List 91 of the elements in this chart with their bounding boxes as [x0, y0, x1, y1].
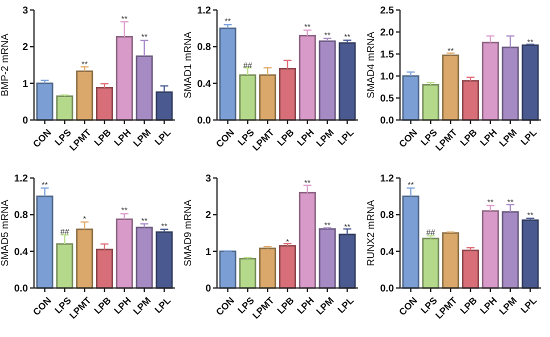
bar [96, 248, 114, 289]
bar [522, 219, 539, 289]
annotation: ** [324, 221, 330, 230]
y-tick-label: 0.4 [14, 246, 28, 258]
y-axis-title: BMP-2 mRNA [0, 33, 11, 96]
bar [76, 70, 94, 121]
bar [116, 218, 133, 289]
bar [338, 234, 356, 289]
bar [239, 258, 256, 289]
y-tick-label: 1.2 [14, 174, 28, 184]
annotation: ** [121, 206, 128, 216]
y-tick-label: 1.5 [380, 50, 394, 60]
annotation: ** [304, 178, 311, 188]
x-tick-label: LPL [518, 127, 540, 148]
annotation: ## [243, 61, 253, 70]
bar [298, 34, 316, 121]
annotation: * [83, 214, 86, 224]
annotation: ** [141, 32, 148, 42]
y-tick-label: 0 [22, 116, 28, 126]
bar [36, 82, 54, 121]
bar [219, 28, 236, 121]
annotation: * [286, 237, 290, 246]
bar [462, 250, 480, 289]
bar [402, 75, 420, 121]
x-tick-label: LPL [518, 295, 540, 316]
bar [96, 86, 114, 121]
annotation: ** [42, 180, 48, 190]
y-tick-label: 2.5 [380, 6, 394, 16]
annotation: ** [121, 14, 128, 24]
annotation: ** [344, 32, 350, 42]
y-axis-title: SMAD9 mRNA [183, 199, 194, 266]
x-tick-label: LPL [152, 295, 174, 316]
y-tick-label: 1 [22, 78, 28, 90]
bar [462, 80, 480, 121]
y-tick-label: 0 [205, 284, 212, 294]
y-tick-label: 0.4 [197, 78, 212, 90]
bar [422, 238, 440, 289]
y-tick-label: 2.0 [380, 28, 394, 38]
bar [522, 44, 539, 121]
annotation: ** [487, 198, 494, 207]
y-tick-label: 0.8 [380, 210, 394, 222]
annotation: ** [224, 17, 231, 26]
y-tick-label: 0.0 [14, 284, 28, 294]
y-tick-label: 0.5 [380, 94, 394, 104]
annotation: ** [81, 60, 88, 70]
bar [278, 245, 296, 289]
bar [442, 232, 460, 289]
annotation: ** [324, 30, 330, 40]
bar [259, 248, 276, 289]
y-tick-label: 1 [205, 246, 212, 258]
annotation: ** [507, 198, 514, 207]
y-tick-label: 0.4 [380, 246, 394, 258]
bar [56, 95, 74, 121]
x-tick-label: LPL [336, 127, 357, 148]
annotation: ## [426, 228, 436, 238]
y-tick-label: 3 [22, 6, 28, 16]
bar [219, 250, 236, 289]
y-axis-title: SMAD5 mRNA [0, 199, 11, 266]
y-tick-label: 1.2 [197, 6, 212, 16]
y-axis-title: SMAD4 mRNA [366, 31, 377, 98]
y-tick-label: 1.0 [380, 72, 394, 82]
y-tick-label: 1.2 [380, 174, 394, 184]
annotation: ** [161, 222, 168, 231]
bar [422, 84, 440, 121]
bar [318, 228, 336, 289]
y-axis-title: RUNX2 mRNA [366, 200, 377, 266]
annotation: ## [60, 227, 70, 236]
annotation: ** [527, 210, 534, 220]
x-tick-label: LPL [336, 295, 357, 316]
bar [156, 231, 173, 289]
y-tick-label: 0.0 [380, 284, 394, 294]
y-tick-label: 0.0 [197, 116, 212, 126]
bar [318, 40, 336, 121]
annotation: ** [527, 38, 534, 47]
annotation: ** [447, 46, 454, 56]
y-tick-label: 2 [205, 210, 212, 222]
x-tick-label: LPL [152, 127, 174, 148]
y-tick-label: 0.8 [14, 210, 28, 222]
y-tick-label: 0.8 [197, 42, 212, 54]
bar [442, 54, 460, 121]
y-tick-label: 3 [205, 174, 212, 184]
bar [482, 210, 499, 289]
bar [338, 42, 356, 121]
annotation: ** [344, 222, 350, 232]
bar [136, 226, 153, 289]
annotation: ** [141, 216, 148, 226]
y-axis-title: SMAD1 mRNA [183, 31, 194, 98]
annotation: ** [408, 180, 414, 190]
y-tick-label: 2 [22, 42, 28, 54]
y-tick-label: 0.0 [380, 116, 394, 126]
annotation: ** [304, 22, 311, 32]
